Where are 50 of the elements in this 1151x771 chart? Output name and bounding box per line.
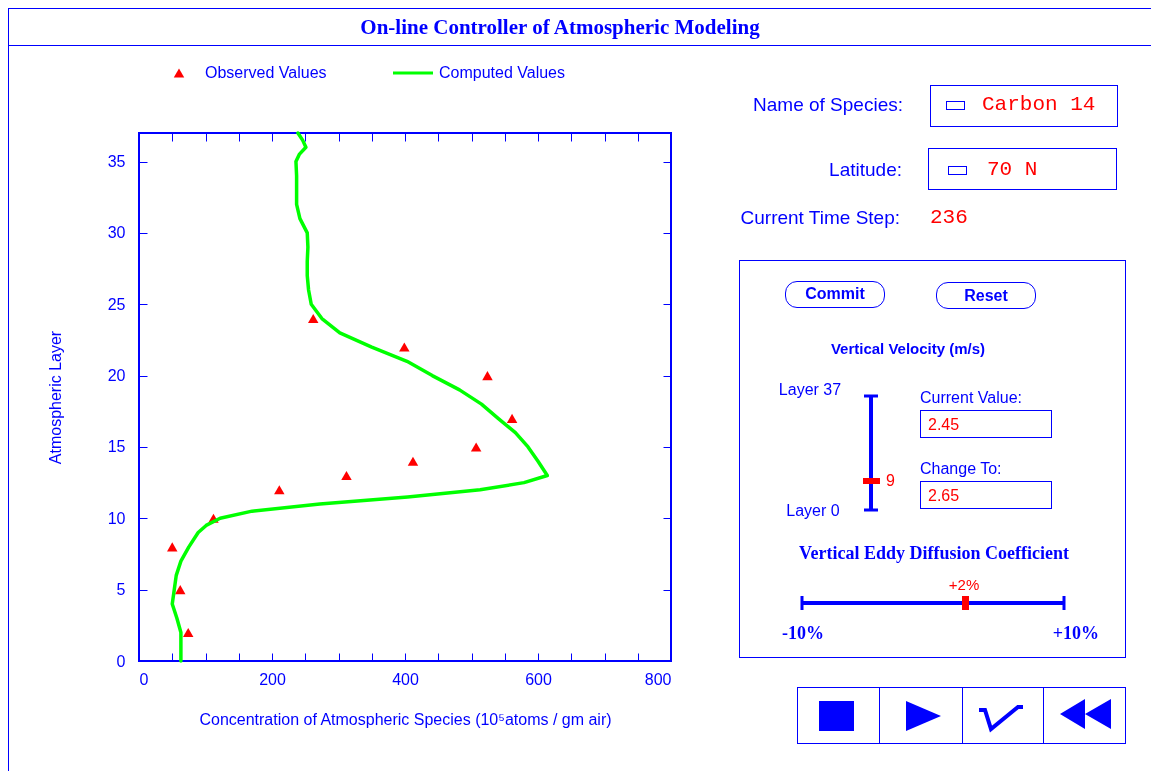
y-tick-label: 5 xyxy=(116,581,126,599)
text: -10% xyxy=(782,623,824,643)
y-tick-label: 0 xyxy=(116,652,126,670)
y-tick-label: 35 xyxy=(107,153,126,171)
line-series xyxy=(170,131,550,663)
point xyxy=(182,627,194,637)
point xyxy=(470,442,482,452)
text: Carbon 14 xyxy=(982,92,1096,116)
legend-label: Computed Values xyxy=(439,64,565,81)
point xyxy=(167,542,178,552)
text: Vertical Eddy Diffusion Coefficient xyxy=(799,543,1069,563)
legend-label: Observed Values xyxy=(205,64,327,81)
text: Change To: xyxy=(920,460,1002,477)
point xyxy=(482,371,493,381)
chart-title: On-line Controller of Atmospheric Modeling xyxy=(360,14,760,39)
point xyxy=(174,585,186,595)
text: Commit xyxy=(805,285,865,302)
text: Name of Species: xyxy=(753,93,903,115)
text: 2.45 xyxy=(928,416,960,433)
y-tick-label: 10 xyxy=(107,509,126,527)
point xyxy=(506,413,518,423)
y-tick-label: 30 xyxy=(107,224,126,242)
x-tick-label: 800 xyxy=(644,670,672,688)
text: Current Value: xyxy=(920,389,1022,406)
text: 70 N xyxy=(987,157,1038,181)
point xyxy=(307,313,319,324)
y-tick-label: 25 xyxy=(107,295,126,313)
y-tick-label: 20 xyxy=(107,367,126,385)
text: Vertical Velocity (m/s) xyxy=(830,339,986,357)
text: Layer 37 xyxy=(778,381,842,398)
point xyxy=(407,456,419,466)
y-tick-label: 15 xyxy=(107,438,126,456)
x-axis-title: Concentration of Atmospheric Species (10⁵atoms / gm air) xyxy=(199,710,612,728)
text: Layer 0 xyxy=(786,502,840,519)
text: 236 xyxy=(930,205,968,229)
x-tick-label: 400 xyxy=(392,670,419,688)
point xyxy=(274,485,285,495)
x-tick-label: 600 xyxy=(525,670,552,688)
text: +2% xyxy=(948,575,980,593)
point xyxy=(399,342,410,352)
text: 2.65 xyxy=(928,487,960,504)
text: +10% xyxy=(1052,623,1100,643)
text: Reset xyxy=(964,287,1008,304)
x-tick-label: 200 xyxy=(259,670,286,688)
text: Current Time Step: xyxy=(740,206,900,228)
text: Latitude: xyxy=(829,158,902,180)
y-axis-title: Atmospheric Layer xyxy=(46,330,64,465)
x-tick-label: 0 xyxy=(139,670,149,688)
text: 9 xyxy=(886,472,895,489)
point xyxy=(341,470,352,481)
